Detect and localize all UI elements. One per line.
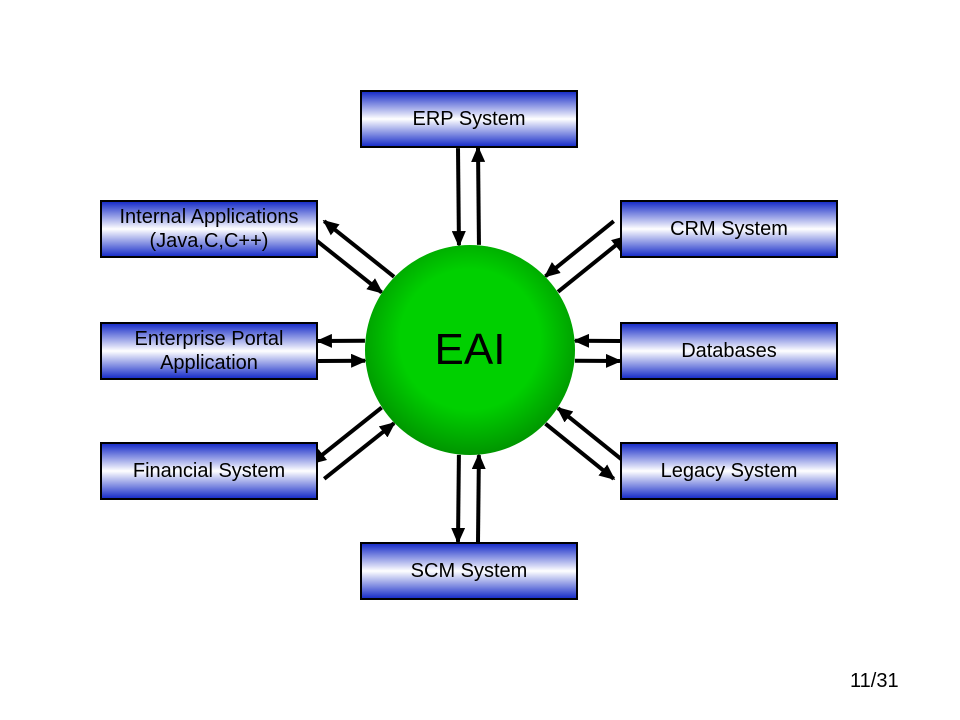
connector-arrow: [545, 424, 613, 479]
node-label: ERP System: [413, 107, 526, 131]
node-erp: ERP System: [360, 90, 578, 148]
node-internal: Internal Applications (Java,C,C++): [100, 200, 318, 258]
node-crm: CRM System: [620, 200, 838, 258]
node-label: Legacy System: [661, 459, 798, 483]
connector-arrow: [312, 237, 382, 293]
eai-hub-label: EAI: [435, 325, 506, 375]
connector-arrow: [478, 455, 479, 542]
node-legacy: Legacy System: [620, 442, 838, 500]
node-label: Internal Applications (Java,C,C++): [119, 205, 298, 253]
page-number: 11/31: [850, 670, 899, 693]
connector-arrow: [312, 408, 382, 464]
connector-arrow: [558, 408, 626, 463]
connector-arrow: [458, 148, 459, 245]
node-scm: SCM System: [360, 542, 578, 600]
node-label: Databases: [681, 339, 777, 363]
node-label: SCM System: [411, 559, 528, 583]
node-portal: Enterprise Portal Application: [100, 322, 318, 380]
node-financial: Financial System: [100, 442, 318, 500]
node-label: Enterprise Portal Application: [135, 327, 284, 375]
connector-arrow: [324, 221, 394, 277]
connector-arrow: [324, 423, 394, 479]
connector-arrow: [458, 455, 459, 542]
connector-arrow: [478, 148, 479, 245]
diagram-stage: EAI ERP System CRM System Databases Legacy …: [0, 0, 960, 720]
node-label: CRM System: [670, 217, 788, 241]
node-label: Financial System: [133, 459, 285, 483]
eai-hub: EAI: [365, 245, 575, 455]
node-db: Databases: [620, 322, 838, 380]
connector-arrow: [558, 237, 626, 292]
connector-arrow: [545, 221, 613, 276]
